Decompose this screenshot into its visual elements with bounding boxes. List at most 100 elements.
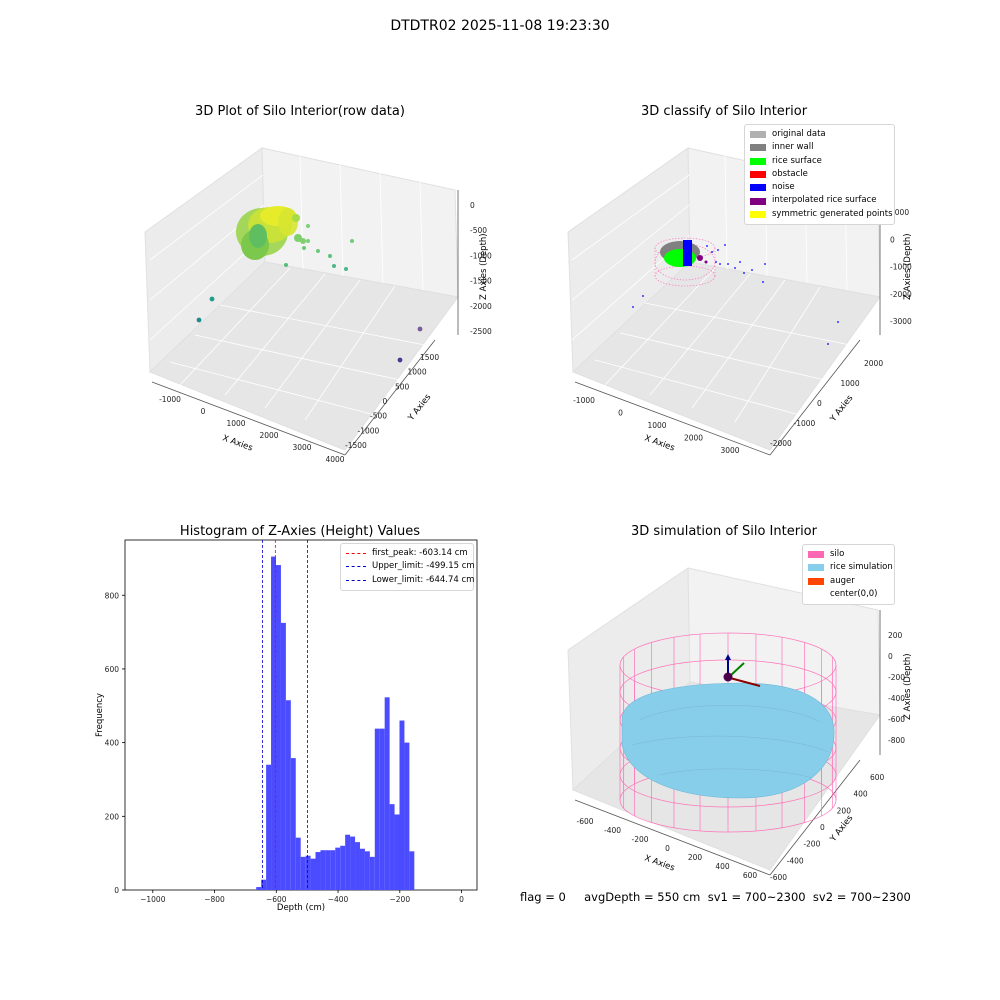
legend-swatch (750, 210, 766, 218)
raw-point (196, 317, 202, 323)
classify-y-tick-label: 1000 (841, 379, 860, 388)
classify-z-tick-label: 0 (890, 235, 895, 244)
raw-z-tick-label: -500 (470, 226, 487, 235)
classify-y-tick-label: 2000 (864, 359, 883, 368)
classify-x-tick-label: 2000 (684, 434, 703, 443)
classify-z-tick-label: 1000 (890, 208, 909, 217)
simulation-y-tick-label: -200 (803, 840, 820, 849)
raw-x-tick-label: 3000 (292, 443, 311, 452)
histogram-bar (295, 837, 301, 890)
simulation-z-tick-label: 200 (888, 631, 903, 640)
legend-label: inner wall (772, 142, 814, 153)
simulation-z-tick-label: -200 (888, 673, 905, 682)
raw-x-tick-label: 1000 (226, 419, 245, 428)
classify-silo-cloud (654, 237, 716, 287)
histogram-bar (384, 697, 390, 890)
raw-point (332, 264, 336, 268)
histogram-bar (256, 887, 262, 890)
raw-xlabel: X Axies (221, 433, 254, 453)
simulation-x-tick-label: 200 (688, 853, 703, 862)
histogram-bar (290, 758, 296, 890)
histogram-x-tick-label: 0 (459, 895, 464, 904)
classify-zlabel: Z Axies (Depth) (903, 233, 913, 300)
simulation-zlabel: Z Axies (Depth) (903, 653, 913, 720)
figure-title: DTDTR02 2025-11-08 19:23:30 (390, 18, 610, 34)
legend-label: original data (772, 129, 826, 139)
simulation-z-tick-label: -600 (888, 715, 905, 724)
histogram-bar (266, 764, 272, 890)
histogram-bar (315, 852, 321, 890)
legend-entry: original data (750, 128, 889, 141)
status-footer: flag = 0 avgDepth = 550 cm sv1 = 700~230… (520, 890, 911, 904)
simulation-y-tick-label: 600 (870, 773, 885, 782)
raw-point (328, 254, 332, 258)
noise-point (706, 245, 708, 247)
noise-point (717, 249, 719, 251)
raw-panel-title: 3D Plot of Silo Interior(row data) (195, 104, 405, 119)
histogram-xlabel: Depth (cm) (277, 903, 325, 913)
legend-label: rice simulation (830, 562, 893, 573)
histogram-ylabel: Frequency (95, 693, 105, 737)
noise-point (734, 267, 736, 269)
legend-label: auger (830, 575, 855, 586)
simulation-x-tick-label: 0 (665, 844, 670, 853)
simulation-x-tick-label: -400 (604, 826, 621, 835)
noise-point (711, 251, 713, 253)
histogram-bar (340, 845, 346, 890)
legend-entry: Lower_limit: -644.74 cm (346, 574, 474, 587)
legend-entry: silo (808, 548, 889, 561)
raw-point (344, 267, 348, 271)
legend-label: interpolated rice surface (772, 195, 877, 206)
raw-point (397, 357, 403, 363)
simulation-xlabel: X Axies (643, 853, 676, 873)
simulation-auger (723, 654, 761, 687)
histogram-y-tick-label: 0 (114, 886, 119, 895)
histogram-axes (124, 539, 478, 891)
raw-zlabel: Z Axies (Depth) (479, 233, 489, 300)
legend-swatch (346, 553, 366, 555)
classify-xlabel: X Axies (643, 433, 676, 453)
histogram-bar (355, 842, 360, 890)
simulation-z-tick-label: 0 (888, 652, 893, 661)
classify-z-tick-label: -1000 (890, 263, 912, 272)
histogram-bar (394, 814, 400, 890)
classify-x-tick-label: 3000 (720, 446, 739, 455)
histogram-bar (389, 804, 395, 890)
classify-x-tick-label: -1000 (573, 396, 595, 405)
histogram-bar (369, 856, 375, 890)
raw-z-tick-label: -1000 (470, 251, 492, 260)
histogram-bar (285, 700, 291, 890)
legend-label: Lower_limit: -644.74 cm (372, 574, 475, 585)
classify-z-tick-label: -2000 (890, 290, 912, 299)
legend-label: first_peak: -603.14 cm (372, 548, 468, 558)
histogram-bar (305, 855, 311, 890)
noise-point (715, 261, 717, 263)
raw-z-tick-label: 0 (470, 201, 475, 210)
histogram-bar (275, 565, 281, 890)
simulation-x-tick-label: 400 (715, 862, 730, 871)
histogram-x-tick-label: −600 (266, 895, 287, 904)
legend-swatch (808, 564, 824, 572)
noise-point (632, 306, 634, 308)
simulation-panel-title: 3D simulation of Silo Interior (631, 524, 817, 539)
legend-swatch (750, 157, 766, 165)
noise-point (751, 269, 753, 271)
histogram-bar (261, 879, 267, 890)
raw-point-cloud (236, 206, 306, 260)
simulation-x-tick-label: 600 (743, 871, 758, 880)
histogram-bar (379, 728, 385, 890)
histogram-bar (409, 851, 415, 890)
histogram-bar (399, 720, 405, 890)
histogram-x-tick-label: −800 (204, 895, 225, 904)
histogram-x-tick-label: −400 (328, 895, 349, 904)
noise-point (837, 321, 839, 323)
simulation-y-tick-label: 0 (820, 823, 825, 832)
classify-ylabel: Y Axies (828, 393, 856, 425)
raw-point (417, 326, 423, 332)
classify-y-tick-label: -1000 (794, 419, 816, 428)
legend-entry: inner wall (750, 141, 889, 154)
histogram-bar (364, 851, 370, 890)
raw-y-tick-label: 0 (383, 397, 388, 406)
legend-label: obstacle (772, 168, 808, 179)
noise-point (719, 263, 721, 265)
